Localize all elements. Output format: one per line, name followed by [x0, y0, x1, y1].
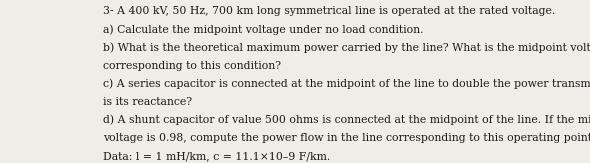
Text: Data: l = 1 mH/km, c = 11.1×10–9 F/km.: Data: l = 1 mH/km, c = 11.1×10–9 F/km.	[103, 151, 330, 162]
Text: c) A series capacitor is connected at the midpoint of the line to double the pow: c) A series capacitor is connected at th…	[103, 79, 590, 89]
Text: a) Calculate the midpoint voltage under no load condition.: a) Calculate the midpoint voltage under …	[103, 24, 424, 35]
Text: d) A shunt capacitor of value 500 ohms is connected at the midpoint of the line.: d) A shunt capacitor of value 500 ohms i…	[103, 115, 590, 126]
Text: corresponding to this condition?: corresponding to this condition?	[103, 61, 281, 71]
Text: voltage is 0.98, compute the power flow in the line corresponding to this operat: voltage is 0.98, compute the power flow …	[103, 133, 590, 143]
Text: b) What is the theoretical maximum power carried by the line? What is the midpoi: b) What is the theoretical maximum power…	[103, 42, 590, 53]
Text: is its reactance?: is its reactance?	[103, 97, 192, 107]
Text: 3- A 400 kV, 50 Hz, 700 km long symmetrical line is operated at the rated voltag: 3- A 400 kV, 50 Hz, 700 km long symmetri…	[103, 6, 556, 16]
